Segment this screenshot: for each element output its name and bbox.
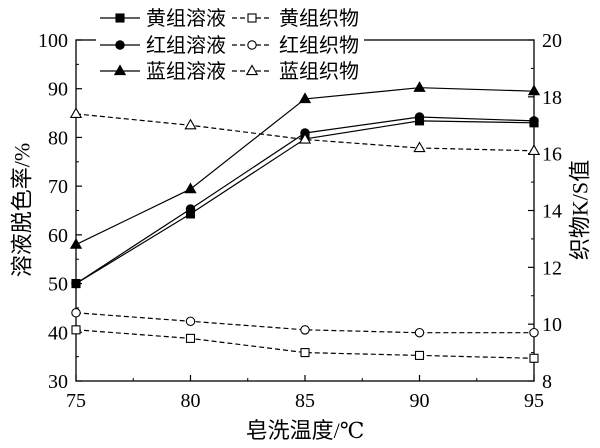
x-axis-tick-label: 80 (181, 390, 201, 412)
series-line-red-fabric (75, 312, 534, 334)
series-yellow-fabric (71, 325, 539, 363)
legend-label: 蓝组溶液 (146, 60, 226, 83)
data-point-blue-solution (69, 237, 83, 249)
legend-item-blue-fabric: 蓝组织物 (232, 60, 359, 83)
legend-label: 黄组溶液 (146, 7, 226, 30)
data-point-yellow-fabric (300, 348, 310, 358)
legend-label: 红组溶液 (146, 34, 226, 57)
data-point-blue-fabric (413, 141, 426, 153)
data-point-blue-fabric (527, 144, 541, 155)
y-axis-tick-label: 100 (38, 30, 68, 52)
legend-item-red-fabric: 红组织物 (232, 34, 359, 57)
legend-label: 黄组织物 (279, 7, 359, 30)
series-group (69, 81, 541, 363)
legend-marker (115, 13, 125, 23)
y2-axis-label: 织物K/S值 (568, 160, 593, 260)
y2-axis-tick-label: 12 (542, 257, 562, 279)
data-point-red-fabric (414, 327, 425, 338)
y-axis-tick-label: 60 (48, 225, 68, 247)
y-axis-tick-label: 90 (48, 79, 68, 101)
legend-marker (247, 40, 257, 50)
x-axis-tick-label: 85 (295, 390, 315, 412)
legend-marker (115, 40, 125, 50)
data-point-blue-fabric (298, 132, 312, 144)
series-line-yellow-fabric (75, 329, 535, 359)
data-point-blue-fabric (184, 118, 197, 130)
data-point-red-fabric (300, 325, 310, 335)
y2-axis-tick-label: 16 (542, 144, 562, 166)
series-line-yellow-solution (75, 120, 535, 285)
x-axis-tick-label: 90 (410, 390, 430, 412)
data-point-blue-solution (413, 81, 426, 92)
y2-axis-tick-label: 18 (542, 87, 562, 109)
legend-item-yellow-solution: 黄组溶液 (100, 7, 226, 30)
legend-label: 红组织物 (279, 34, 359, 57)
data-point-red-solution (185, 204, 196, 214)
y2-axis-tick-label: 14 (542, 201, 562, 223)
data-point-red-solution (414, 112, 425, 122)
series-blue-fabric (69, 107, 541, 155)
series-blue-solution (69, 81, 541, 249)
legend-item-yellow-fabric: 黄组织物 (232, 7, 359, 30)
legend-label: 蓝组织物 (279, 60, 359, 83)
y-axis-label: 溶液脱色率/% (10, 143, 35, 277)
data-point-red-solution (71, 278, 81, 289)
legend-background (96, 4, 364, 86)
data-point-blue-solution (527, 84, 541, 96)
axis-ticks: 30 40 50 60 70 80 90 100 8 10 12 14 16 18 20 75 80 85 90 95 (38, 30, 562, 412)
x-axis-tick-label: 95 (524, 390, 544, 412)
legend-marker (247, 13, 257, 23)
y2-axis-tick-label: 10 (542, 314, 562, 336)
data-point-yellow-fabric (71, 325, 81, 335)
x-axis-label: 皂洗温度/℃ (246, 418, 365, 443)
x-axis-tick-label: 75 (66, 390, 86, 412)
legend-marker (113, 64, 127, 76)
data-point-red-fabric (529, 327, 539, 338)
series-line-blue-fabric (75, 113, 535, 152)
y-axis-tick-label: 50 (48, 274, 68, 296)
data-point-red-fabric (71, 308, 81, 318)
y-axis-tick-label: 70 (48, 176, 68, 198)
data-point-red-fabric (185, 316, 196, 327)
y2-axis-tick-label: 8 (542, 371, 552, 393)
series-line-blue-solution (75, 87, 535, 246)
legend-item-red-solution: 红组溶液 (100, 34, 226, 57)
y-axis-tick-label: 80 (48, 127, 68, 149)
data-point-yellow-fabric (185, 333, 196, 343)
series-red-fabric (71, 308, 539, 338)
legend-marker (245, 64, 259, 76)
data-point-blue-fabric (69, 107, 83, 119)
legend-item-blue-solution: 蓝组溶液 (100, 60, 226, 83)
data-point-yellow-fabric (529, 353, 539, 363)
data-point-red-solution (529, 116, 539, 126)
data-point-yellow-fabric (414, 350, 425, 360)
y-axis-tick-label: 40 (48, 322, 68, 344)
data-point-blue-solution (184, 182, 197, 194)
y-axis-tick-label: 30 (48, 371, 68, 393)
y2-axis-tick-label: 20 (542, 30, 562, 52)
data-point-blue-solution (298, 92, 312, 104)
